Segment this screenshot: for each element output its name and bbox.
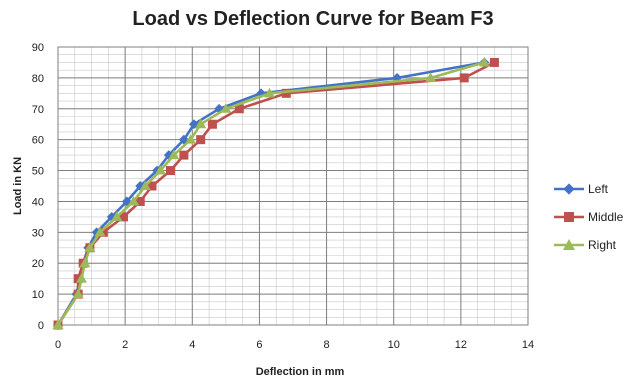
data-point-middle <box>489 57 499 67</box>
data-point-right <box>52 319 64 329</box>
legend-item-middle: Middle <box>554 210 624 239</box>
y-tick-label: 30 <box>32 227 44 239</box>
x-tick-label: 8 <box>324 339 330 351</box>
legend-marker-middle <box>564 212 574 222</box>
data-point-right <box>478 56 490 67</box>
y-tick-label: 80 <box>32 73 44 85</box>
y-axis-label: Load in KN <box>12 156 24 216</box>
x-tick-label: 10 <box>388 339 400 351</box>
legend-label-middle: Middle <box>588 210 624 224</box>
data-point-right <box>84 242 96 252</box>
legend-marker-left <box>563 183 575 195</box>
y-tick-label: 40 <box>32 196 44 208</box>
data-point-middle <box>98 227 108 237</box>
data-point-right <box>79 257 91 268</box>
data-point-right <box>425 72 437 82</box>
data-point-right <box>154 165 166 175</box>
x-tick-label: 2 <box>122 339 128 351</box>
x-tick-label: 0 <box>55 339 61 351</box>
data-point-right <box>264 87 275 98</box>
data-point-right <box>185 134 197 144</box>
data-point-middle <box>196 135 206 145</box>
legend-swatch-left <box>554 183 584 195</box>
legend-swatch-right <box>554 239 584 250</box>
x-axis-label: Deflection in mm <box>255 366 345 378</box>
data-point-middle <box>179 150 189 160</box>
y-tick-label: 60 <box>32 135 44 147</box>
data-point-middle <box>135 196 145 206</box>
legend-item-left: Left <box>554 182 624 211</box>
data-point-middle <box>207 119 217 129</box>
data-point-right <box>111 211 123 221</box>
data-point-right <box>195 118 207 129</box>
data-point-right <box>128 195 140 206</box>
x-tick-label: 4 <box>189 339 195 351</box>
data-point-middle <box>234 104 244 114</box>
y-tick-label: 10 <box>32 289 44 301</box>
legend-label-left: Left <box>588 182 609 196</box>
legend-label-right: Right <box>588 238 617 252</box>
data-point-middle <box>459 73 469 83</box>
y-tick-label: 0 <box>38 320 44 332</box>
data-point-middle <box>147 181 157 191</box>
legend-item-right: Right <box>554 238 624 267</box>
data-point-right <box>139 180 151 190</box>
data-point-middle <box>118 212 128 222</box>
y-tick-label: 20 <box>32 258 44 270</box>
y-tick-label: 50 <box>32 166 44 178</box>
data-point-right <box>168 149 180 160</box>
data-point-middle <box>281 88 291 98</box>
data-point-right <box>72 288 84 299</box>
plot-border <box>57 46 529 326</box>
legend: Left Middle Right <box>554 182 624 267</box>
legend-swatch-middle <box>554 212 584 222</box>
x-tick-label: 12 <box>455 339 467 351</box>
data-point-right <box>94 226 106 237</box>
data-point-middle <box>73 274 83 284</box>
chart-title: Load vs Deflection Curve for Beam F3 <box>132 8 494 30</box>
data-point-middle <box>165 166 175 176</box>
data-point-right <box>220 103 232 113</box>
y-tick-label: 70 <box>32 104 44 116</box>
legend-marker-right <box>563 239 575 250</box>
y-tick-label: 90 <box>32 42 44 54</box>
x-tick-label: 14 <box>522 339 534 351</box>
data-point-right <box>76 273 87 283</box>
x-tick-label: 6 <box>256 339 262 351</box>
